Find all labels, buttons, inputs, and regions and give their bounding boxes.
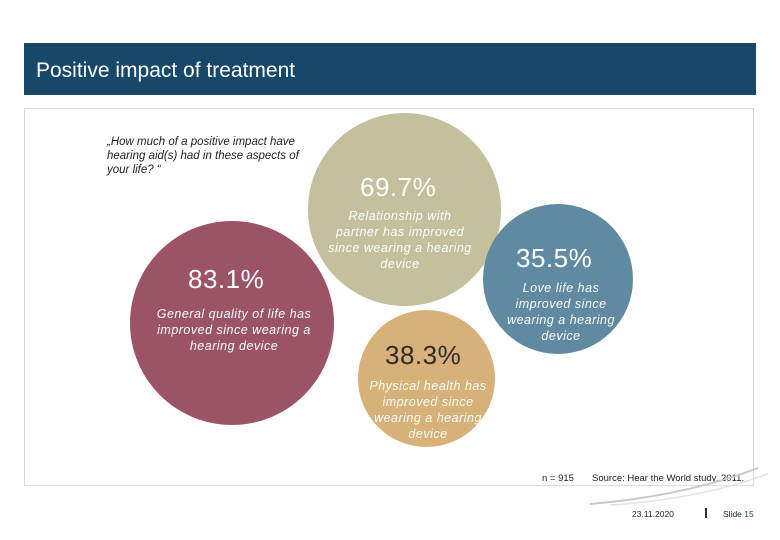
physical-health-bubble xyxy=(358,310,495,447)
footer-separator xyxy=(705,508,707,518)
slide-label: Slide xyxy=(723,509,742,519)
decorative-swoosh xyxy=(590,467,769,506)
love-life-label: Love life has improved since wearing a h… xyxy=(507,281,615,343)
general-quality-percent: 83.1% xyxy=(188,264,265,294)
physical-health-percent: 38.3% xyxy=(385,340,462,370)
title-bar: Positive impact of treatment xyxy=(24,43,756,95)
relationship-bubble xyxy=(308,113,501,306)
footer-slide-number: Slide 15 xyxy=(723,509,754,519)
survey-question: „How much of a positive impact have hear… xyxy=(107,136,299,176)
general-quality-bubble xyxy=(130,221,334,425)
sample-size: n = 915 xyxy=(542,473,574,484)
relationship-percent: 69.7% xyxy=(360,172,437,202)
content-panel: „How much of a positive impact have hear… xyxy=(24,108,754,486)
physical-health-label: Physical health has improved since weari… xyxy=(369,379,487,441)
love-life-bubble xyxy=(483,204,633,354)
footer-date: 23.11.2020 xyxy=(632,509,674,519)
general-quality-label: General quality of life has improved sin… xyxy=(156,307,312,353)
slide-title: Positive impact of treatment xyxy=(36,59,296,82)
love-life-percent: 35.5% xyxy=(516,243,593,273)
source-note: Source: Hear the World study, 2011. xyxy=(592,473,745,484)
relationship-label: Relationship with partner has improved s… xyxy=(328,209,472,271)
slide-number: 15 xyxy=(744,509,754,519)
